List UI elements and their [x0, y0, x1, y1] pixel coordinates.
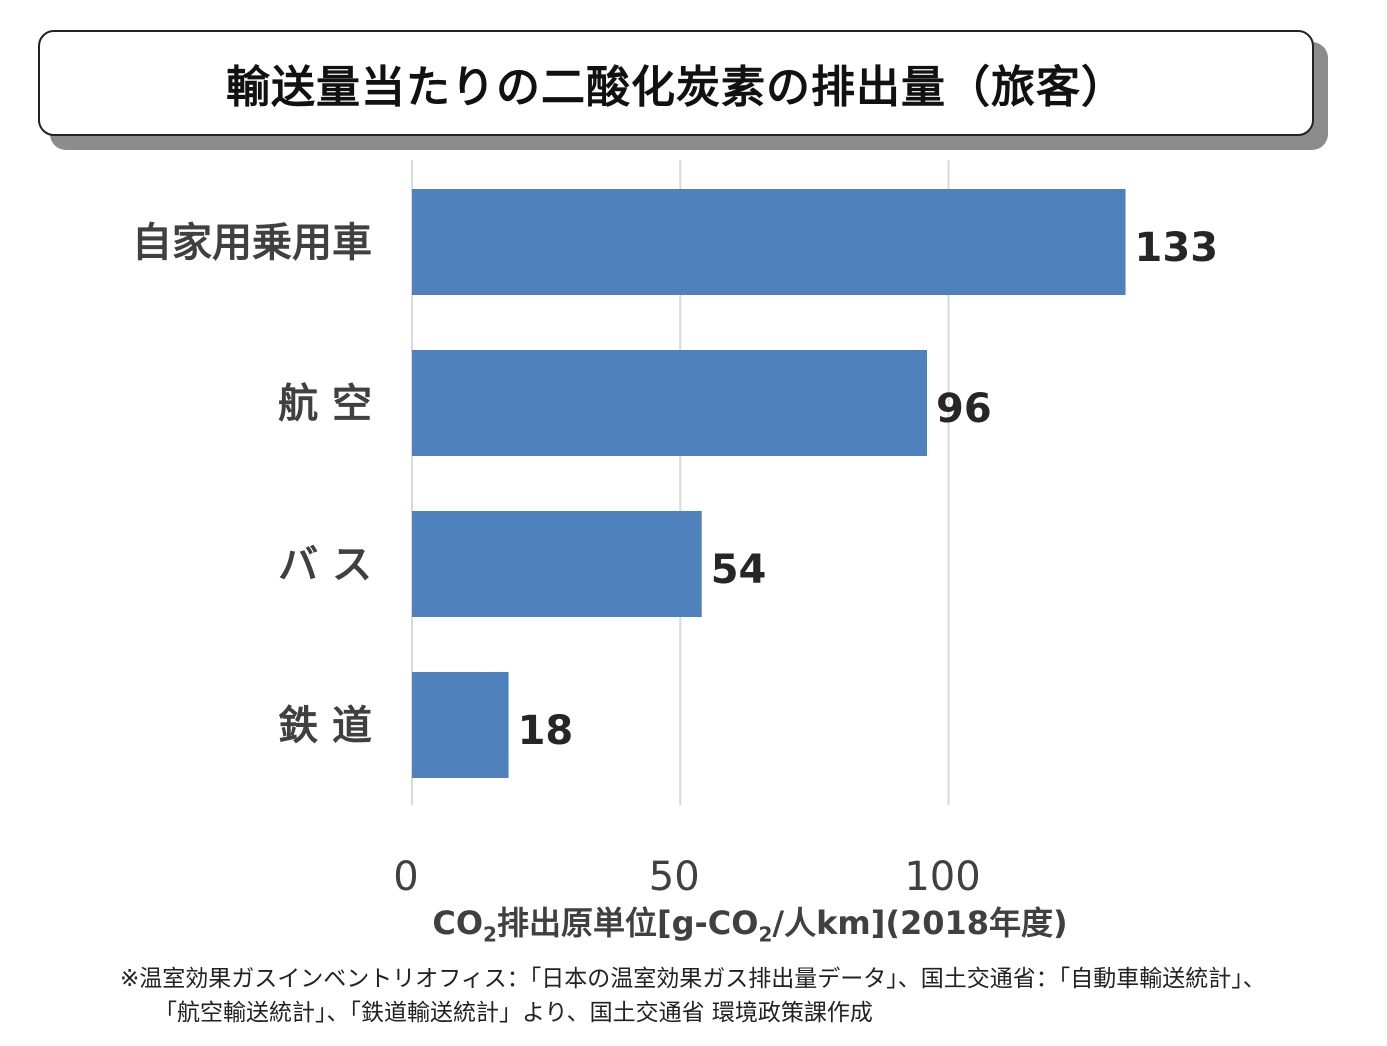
value-label-1: 96: [936, 386, 992, 432]
title-box: 輸送量当たりの二酸化炭素の排出量（旅客）: [38, 30, 1314, 136]
x-tick-label-100: 100: [904, 854, 980, 900]
bar-3: [412, 672, 509, 778]
footnote-line-1: ※温室効果ガスインベントリオフィス：「日本の温室効果ガス排出量データ」、国土交通…: [120, 966, 1266, 992]
bar-1: [412, 350, 928, 456]
x-tick-label-0: 0: [393, 854, 418, 900]
category-label-1: 航 空: [278, 381, 372, 427]
bar-0: [412, 189, 1126, 295]
x-axis-label: CO2排出原単位[g-CO2/人km](2018年度): [400, 898, 1100, 946]
x-axis-label-part3: /人km](2018年度): [772, 904, 1068, 942]
category-label-2: バ ス: [278, 542, 372, 588]
value-label-2: 54: [711, 547, 767, 593]
value-label-3: 18: [518, 708, 574, 754]
x-axis-label-part1: CO: [432, 904, 484, 942]
category-label-3: 鉄 道: [278, 703, 372, 749]
x-axis-label-sub2: 2: [758, 922, 773, 947]
bar-2: [412, 511, 702, 617]
chart-title: 輸送量当たりの二酸化炭素の排出量（旅客）: [226, 62, 1126, 113]
x-axis-label-part2: 排出原単位[g-CO: [496, 904, 759, 942]
footnote: ※温室効果ガスインベントリオフィス：「日本の温室効果ガス排出量データ」、国土交通…: [120, 962, 1360, 1030]
x-axis-label-sub1: 2: [483, 922, 497, 947]
category-label-0: 自家用乗用車: [132, 220, 372, 266]
value-label-0: 133: [1135, 225, 1219, 271]
x-tick-label-50: 50: [649, 854, 700, 900]
footnote-line-2: 「航空輸送統計」、「鉄道輸送統計」より、国土交通省 環境政策課作成: [154, 1000, 873, 1026]
